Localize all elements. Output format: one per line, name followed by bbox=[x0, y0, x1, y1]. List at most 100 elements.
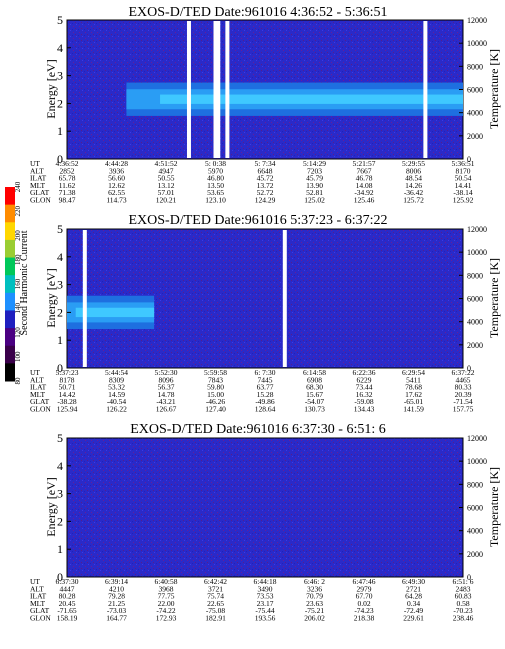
panel-3-title: EXOS-D/TED Date:961016 6:37:30 - 6:51: 6 bbox=[130, 422, 385, 437]
orbit-cell: 5: 0:38 bbox=[205, 159, 226, 168]
orbit-cell: 20.45 bbox=[59, 599, 76, 608]
data-gap bbox=[216, 21, 221, 158]
colorbar-swatch bbox=[5, 292, 15, 311]
y2-tick-label: 12000 bbox=[467, 16, 487, 25]
orbit-cell: 0.02 bbox=[357, 599, 370, 608]
y-tick-label: 2 bbox=[57, 514, 63, 528]
orbit-cell: 6:42:42 bbox=[204, 577, 227, 586]
data-gap bbox=[186, 21, 191, 158]
y-tick-label: 5 bbox=[57, 431, 63, 445]
orbit-cell: -65.01 bbox=[404, 397, 424, 406]
orbit-cell: 6908 bbox=[307, 375, 322, 384]
colorbar-tick-label: 160 bbox=[14, 278, 22, 289]
orbit-cell: 3490 bbox=[258, 584, 273, 593]
panel-2: EXOS-D/TED Date:961016 5:37:23 - 6:37:22… bbox=[30, 213, 501, 414]
orbit-cell: 13.50 bbox=[207, 181, 224, 190]
band-core bbox=[75, 307, 155, 318]
orbit-cell: 80.28 bbox=[59, 592, 76, 601]
colorbar-tick-label: 200 bbox=[14, 230, 22, 241]
orbit-cell: 3968 bbox=[159, 584, 174, 593]
orbit-cell: 172.93 bbox=[156, 614, 177, 623]
colorbar-swatch bbox=[5, 239, 15, 259]
y2-tick-label: 10000 bbox=[467, 248, 487, 257]
orbit-row-label: ALT bbox=[30, 375, 44, 384]
y-tick-label: 4 bbox=[57, 41, 63, 55]
orbit-cell: 6:49:30 bbox=[402, 577, 425, 586]
orbit-cell: 63.77 bbox=[257, 383, 274, 392]
orbit-cell: 11.62 bbox=[59, 181, 76, 190]
orbit-row-label: UT bbox=[30, 368, 40, 377]
orbit-cell: 15.28 bbox=[257, 390, 274, 399]
orbit-row-label: ALT bbox=[30, 584, 44, 593]
orbit-cell: 125.92 bbox=[453, 196, 474, 205]
orbit-cell: 71.38 bbox=[59, 188, 76, 197]
colorbar: 80 100 120 140 160 180 200 220 240 Second Harmon… bbox=[5, 181, 30, 385]
orbit-cell: -74.22 bbox=[156, 606, 176, 615]
data-gap bbox=[82, 230, 87, 367]
orbit-cell: 4210 bbox=[109, 584, 124, 593]
orbit-cell: 6:22:36 bbox=[353, 368, 376, 377]
orbit-cell: 5:52:30 bbox=[155, 368, 178, 377]
orbit-cell: 4:51:52 bbox=[155, 159, 178, 168]
orbit-cell: 22.65 bbox=[207, 599, 224, 608]
orbit-cell: 8309 bbox=[109, 375, 124, 384]
orbit-cell: 23.63 bbox=[306, 599, 323, 608]
orbit-cell: 5: 7:34 bbox=[254, 159, 275, 168]
orbit-cell: 64.28 bbox=[405, 592, 422, 601]
panel-2-band bbox=[67, 295, 155, 330]
orbit-cell: 67.70 bbox=[356, 592, 373, 601]
orbit-cell: 45.72 bbox=[257, 174, 274, 183]
orbit-cell: 125.72 bbox=[403, 196, 424, 205]
orbit-cell: 5:59:58 bbox=[204, 368, 227, 377]
y-tick-label: 0 bbox=[57, 570, 63, 584]
orbit-cell: 182.91 bbox=[205, 614, 226, 623]
y2-tick-label: 12000 bbox=[467, 434, 487, 443]
orbit-cell: 126.22 bbox=[106, 405, 127, 414]
orbit-cell: 125.46 bbox=[354, 196, 375, 205]
y2-tick-label: 4000 bbox=[467, 527, 483, 536]
orbit-cell: 13.12 bbox=[158, 181, 175, 190]
orbit-cell: 14.42 bbox=[59, 390, 76, 399]
band-core bbox=[160, 94, 463, 104]
panel-3-plot-area bbox=[66, 437, 464, 578]
orbit-cell: 141.59 bbox=[403, 405, 424, 414]
y2-tick-label: 0 bbox=[467, 155, 471, 164]
colorbar-tick-label: 80 bbox=[14, 377, 22, 385]
y2-tick-label: 8000 bbox=[467, 271, 483, 280]
orbit-cell: -36.42 bbox=[404, 188, 424, 197]
orbit-cell: 3936 bbox=[109, 166, 124, 175]
orbit-cell: 0.58 bbox=[456, 599, 469, 608]
orbit-cell: 75.74 bbox=[207, 592, 224, 601]
colorbar-swatch bbox=[5, 222, 15, 241]
orbit-cell: 52.81 bbox=[306, 188, 323, 197]
panel-3-y2-ticks: 0 2000 4000 6000 8000 10000 12000 bbox=[459, 434, 487, 582]
panel-2-ylabel: Energy [eV] bbox=[44, 268, 58, 327]
y2-tick-label: 12000 bbox=[467, 225, 487, 234]
y-tick-label: 1 bbox=[57, 542, 63, 556]
orbit-cell: 73.44 bbox=[356, 383, 373, 392]
orbit-cell: 70.79 bbox=[306, 592, 323, 601]
colorbar-tick-label: 140 bbox=[14, 303, 22, 314]
orbit-cell: 238.46 bbox=[453, 614, 474, 623]
orbit-cell: 46.80 bbox=[207, 174, 224, 183]
panel-3: EXOS-D/TED Date:961016 6:37:30 - 6:51: 6… bbox=[30, 422, 501, 623]
orbit-cell: -70.23 bbox=[453, 606, 473, 615]
orbit-cell: 5:14:29 bbox=[303, 159, 326, 168]
orbit-cell: 8170 bbox=[456, 166, 471, 175]
orbit-cell: 56.37 bbox=[158, 383, 175, 392]
orbit-cell: 15.00 bbox=[207, 390, 224, 399]
orbit-cell: 46.78 bbox=[356, 174, 373, 183]
orbit-cell: 5:21:57 bbox=[353, 159, 376, 168]
y2-tick-label: 4000 bbox=[467, 109, 483, 118]
orbit-cell: 59.80 bbox=[207, 383, 224, 392]
colorbar-swatch bbox=[5, 275, 15, 294]
orbit-cell: 114.73 bbox=[106, 196, 127, 205]
orbit-cell: 4947 bbox=[159, 166, 174, 175]
orbit-cell: 2483 bbox=[456, 584, 471, 593]
y2-tick-label: 8000 bbox=[467, 480, 483, 489]
colorbar-tick-label: 240 bbox=[14, 181, 22, 192]
orbit-cell: 45.79 bbox=[306, 174, 323, 183]
panel-1-y2label: Temperature [K] bbox=[487, 49, 501, 129]
orbit-cell: 0.34 bbox=[407, 599, 420, 608]
colorbar-tick-label: 220 bbox=[14, 206, 22, 217]
